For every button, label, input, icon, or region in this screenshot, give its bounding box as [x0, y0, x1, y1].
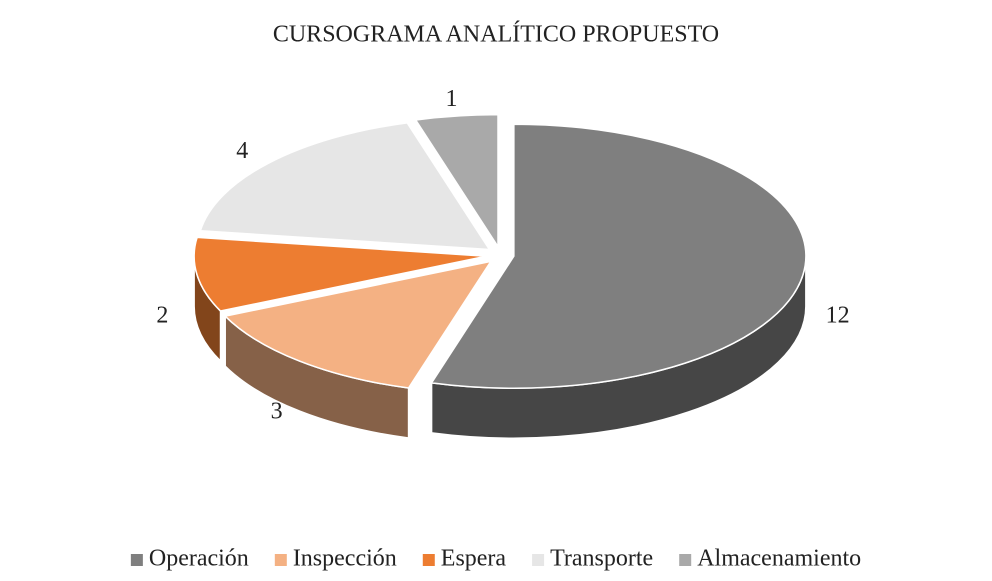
chart-title: CURSOGRAMA ANALÍTICO PROPUESTO: [273, 22, 719, 48]
data-label: 4: [236, 138, 248, 164]
legend: Operación Inspección Espera Transporte Almac…: [130, 546, 861, 572]
slice: [193, 236, 487, 312]
slice: [414, 113, 499, 250]
legend-label: Espera: [441, 546, 507, 572]
legend-marker: [130, 554, 143, 566]
legend-label: Operación: [149, 546, 249, 572]
slice: [199, 122, 491, 251]
legend-label: Inspección: [293, 546, 397, 572]
slice: [223, 260, 493, 389]
legend-marker: [532, 554, 545, 566]
legend-label: Transporte: [550, 546, 653, 572]
legend-marker: [274, 554, 287, 566]
data-label: 12: [826, 303, 850, 329]
legend-marker: [679, 554, 692, 566]
data-label: 1: [445, 86, 457, 112]
legend-marker: [422, 554, 435, 566]
data-label: 3: [271, 399, 283, 425]
legend-label: Almacenamiento: [697, 546, 861, 572]
slice: [430, 123, 807, 389]
data-label: 2: [156, 303, 168, 329]
